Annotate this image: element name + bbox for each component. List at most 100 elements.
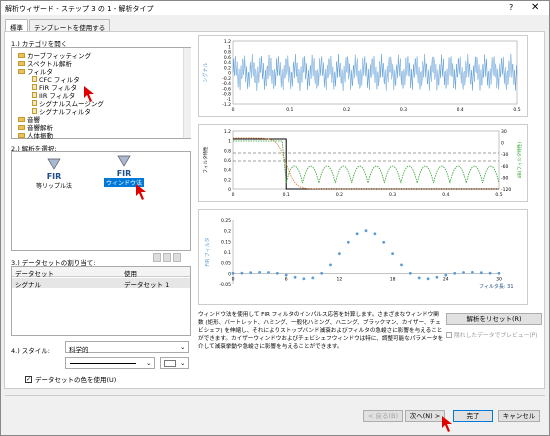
tab-standard[interactable]: 標準 — [5, 19, 28, 32]
y-tick-label: 0.05 — [221, 261, 231, 267]
analysis-option-window[interactable]: FIR ウィンドウ法 — [104, 155, 144, 187]
dataset-table-header: データセット 使用 — [12, 267, 190, 278]
tree-item[interactable]: 音響 — [18, 114, 40, 124]
reset-analysis-button[interactable]: 解析をリセット(R) — [446, 313, 542, 325]
file-icon — [32, 108, 37, 114]
x-tick-label: 0.3 — [389, 192, 396, 198]
impulse-point — [231, 271, 235, 275]
impulse-point — [329, 263, 332, 267]
tree-item-label: カーブフィッティング — [27, 52, 92, 60]
x-tick-label: 0 — [232, 276, 235, 282]
fir-icon — [47, 158, 61, 170]
y-tick-label: 0.1 — [224, 250, 231, 256]
y-tick-label: 0.2 — [224, 65, 231, 71]
step2-label: 2.) 解析を選択: — [11, 145, 57, 153]
cancel-button[interactable]: キャンセル — [498, 410, 540, 422]
y-tick-label: 0.25 — [221, 218, 231, 224]
style-color-select[interactable]: ⌄ — [160, 357, 189, 369]
tree-item[interactable]: フィルタ — [18, 66, 53, 76]
option-title: FIR — [46, 172, 62, 181]
y-tick-label: 0.6 — [224, 158, 231, 164]
dataset-tool-icon[interactable] — [153, 253, 161, 262]
y-tick-label: 0 — [228, 71, 231, 77]
ideal-response-line — [233, 138, 499, 190]
tree-item[interactable]: CFC フィルタ — [32, 74, 80, 84]
impulse-response-plot: 0.25 0.2 0.15 0.1 0.05 0 -0.05 0 6 12 18 24 30 FIR フィ… — [198, 209, 528, 305]
plot-frame — [232, 40, 518, 105]
signal-series — [232, 53, 518, 91]
y-tick-label: -0.05 — [219, 282, 231, 288]
tab-template[interactable]: テンプレートを使用する — [29, 19, 111, 32]
y-tick-label: 1.2 — [224, 129, 231, 135]
dataset-table: データセット 使用 シグナル データセット 1 — [11, 266, 191, 336]
table-row[interactable]: シグナル データセット 1 — [12, 278, 190, 289]
y2-tick-label: -90 — [501, 175, 508, 181]
x-tick-label: 30 — [496, 276, 502, 282]
back-button[interactable]: < 戻る(B) — [363, 410, 403, 422]
main-panel: 1.) カテゴリを開く カーブフィッティング スペクトル解析 フィルタ CFC フィル… — [4, 31, 545, 389]
style-line-select[interactable]: ⌄ — [65, 357, 155, 369]
y-tick-label: 0 — [228, 187, 231, 193]
style-select[interactable]: 科学的 ⌄ — [65, 341, 189, 354]
x-tick-label: 0.5 — [513, 107, 520, 113]
tree-scrollbar[interactable] — [183, 48, 191, 138]
impulse-point — [382, 240, 386, 244]
use-dataset-color-checkbox[interactable]: ✓ データセットの色を使用(U) — [25, 374, 116, 384]
x-tick-label: 0.5 — [495, 192, 502, 198]
impulse-point — [320, 271, 324, 275]
next-button[interactable]: 次へ(N) > — [405, 410, 445, 422]
color-swatch — [164, 360, 176, 367]
impulse-point — [364, 229, 368, 233]
style-select-value: 科学的 — [69, 346, 89, 354]
folder-icon — [18, 124, 25, 130]
impulse-point — [488, 271, 492, 275]
impulse-point — [391, 252, 394, 256]
impulse-point — [302, 277, 306, 281]
tree-item[interactable]: 音響解析 — [18, 122, 53, 132]
red-arrow-icon — [442, 416, 452, 432]
y2-tick-label: -60 — [501, 164, 508, 170]
tree-item[interactable]: シグナルフィルタ — [32, 106, 91, 116]
tree-item[interactable]: カーブフィッティング — [18, 50, 91, 60]
y-tick-label: -0.6 — [222, 86, 231, 92]
checkbox-box — [446, 331, 452, 338]
dataset-tool-icon[interactable] — [163, 253, 171, 262]
red-arrow-icon — [84, 86, 94, 102]
impulse-point — [462, 271, 465, 274]
step1-label: 1.) カテゴリを開く — [11, 40, 68, 48]
y-tick-label: 0.8 — [224, 50, 231, 56]
x-tick-label: 0.1 — [283, 192, 290, 198]
signal-plot: 1.2 1 0.8 0.6 0.4 0.2 0 -0.2 -0.4 -0.6 -0.8 -1 -1.2 0… — [198, 35, 528, 117]
x-tick-label: 24 — [443, 276, 449, 282]
analysis-description: ウィンドウ法を使用して FIR フィルタのインパルス応答を計算します。さまざまな… — [198, 312, 444, 350]
filter-db-series — [233, 140, 500, 184]
tree-item[interactable]: 人体振動 — [18, 130, 53, 140]
impulse-point — [249, 271, 253, 275]
x-tick-label: 6 — [285, 276, 288, 282]
y-tick-label: 1.2 — [224, 39, 231, 45]
impulse-point — [426, 277, 430, 281]
y-tick-label: 0 — [228, 271, 231, 277]
checkbox-label: データセットの色を使用(U) — [35, 376, 117, 384]
dataset-tool-icon[interactable] — [173, 253, 181, 262]
close-button[interactable]: ✕ — [531, 2, 540, 13]
tree-item[interactable]: FIR フィルタ — [32, 82, 77, 92]
tree-item[interactable]: スペクトル解析 — [18, 58, 72, 68]
finish-button[interactable]: 完了 — [453, 410, 493, 422]
analysis-option-equiripple[interactable]: FIR 等リップル法 — [34, 158, 74, 190]
tree-item[interactable]: シグナルスムージング — [32, 98, 104, 108]
preview-checkbox-label: 隠れしたデータでプレビュー(P) — [454, 333, 538, 339]
preview-checkbox[interactable]: 隠れしたデータでプレビュー(P) — [446, 330, 537, 339]
impulse-point — [471, 271, 474, 274]
tree-item[interactable]: IIR フィルタ — [32, 90, 75, 100]
fir-icon — [117, 155, 131, 167]
impulse-point — [444, 273, 448, 277]
x-tick-label: 0.3 — [400, 107, 407, 113]
help-button[interactable]: ? — [509, 3, 514, 12]
folder-icon — [18, 132, 25, 138]
plot-frame — [232, 130, 500, 190]
y-tick-label: 0.6 — [224, 55, 231, 61]
impulse-point — [497, 271, 501, 275]
chevron-down-icon: ⌄ — [180, 359, 186, 367]
y-tick-label: 1 — [228, 139, 231, 145]
